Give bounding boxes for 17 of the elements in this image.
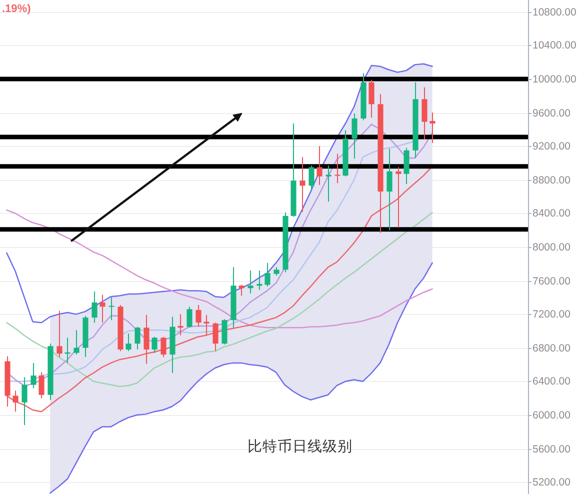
y-tick-label: 5600.00 <box>532 444 571 456</box>
y-tick-label: 10800.00 <box>532 6 576 18</box>
y-tick-label: 8400.00 <box>532 208 571 220</box>
y-tick-label: 7200.00 <box>532 308 571 320</box>
y-tick-label: 6000.00 <box>532 410 571 422</box>
y-tick-label: 5200.00 <box>532 476 571 488</box>
y-tick-label: 8000.00 <box>532 242 571 254</box>
y-tick-label: 6800.00 <box>532 342 571 354</box>
y-tick-label: 9200.00 <box>532 140 571 152</box>
y-tick-label: 10400.00 <box>532 40 576 52</box>
y-tick-label: 8800.00 <box>532 174 571 186</box>
title: 比特币日线级别 <box>248 439 352 455</box>
y-tick-label: 7600.00 <box>532 276 571 288</box>
y-tick-label: 10000.00 <box>532 74 576 86</box>
annotation: .19%) <box>2 3 31 15</box>
y-tick-label: 6400.00 <box>532 376 571 388</box>
y-tick-label: 9600.00 <box>532 108 571 120</box>
